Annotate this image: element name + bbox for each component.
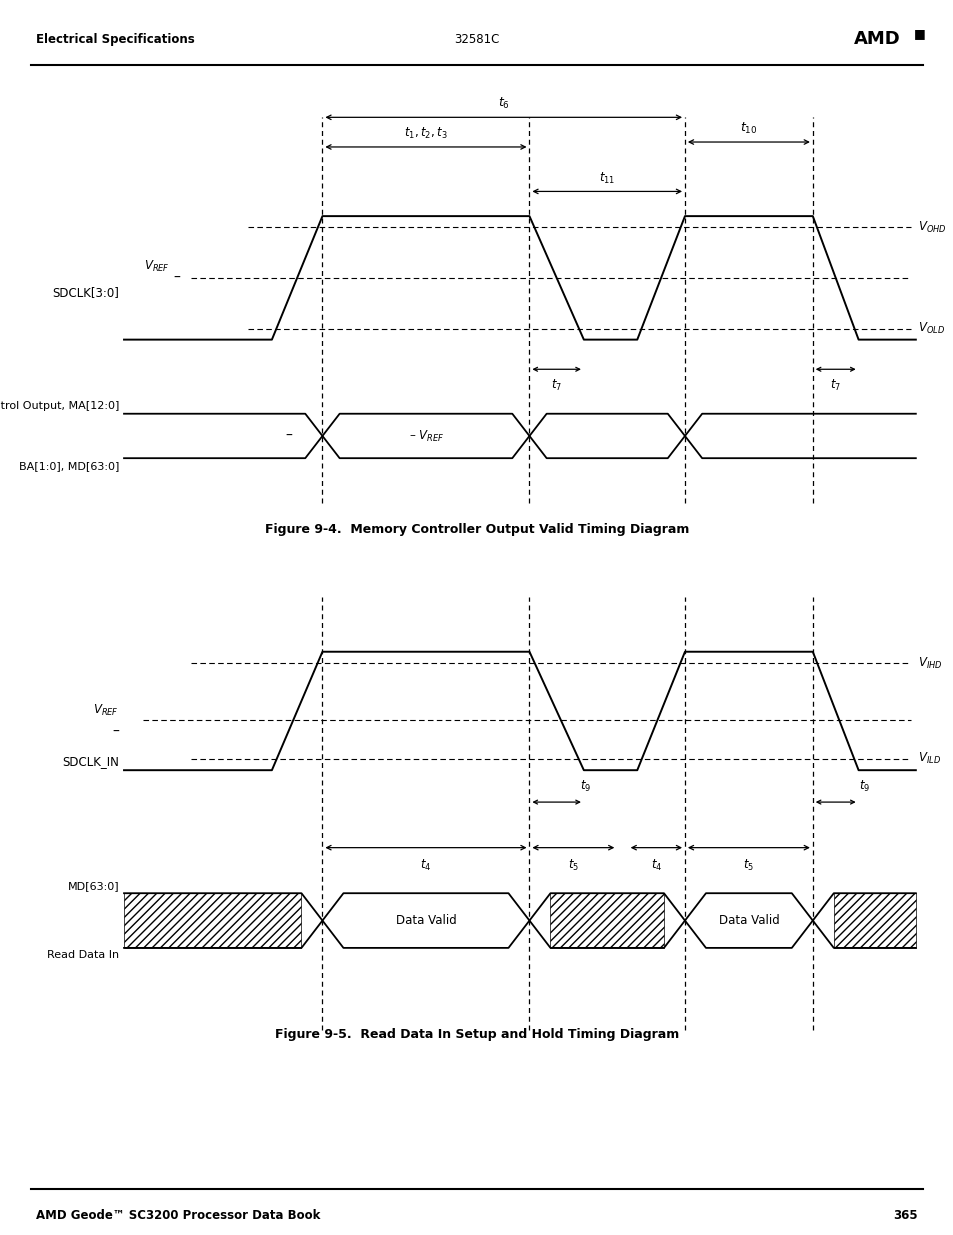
- Text: $t_{11}$: $t_{11}$: [598, 172, 615, 186]
- Text: –: –: [112, 725, 119, 739]
- Text: 32581C: 32581C: [454, 33, 499, 46]
- Text: $V_{ILD}$: $V_{ILD}$: [917, 751, 940, 767]
- Text: AMD: AMD: [853, 31, 900, 48]
- Text: $V_{OLD}$: $V_{OLD}$: [917, 321, 943, 336]
- Text: $t_6$: $t_6$: [497, 96, 509, 111]
- Text: 365: 365: [892, 1209, 917, 1221]
- Text: $t_{10}$: $t_{10}$: [740, 121, 757, 136]
- Text: Read Data In: Read Data In: [47, 950, 119, 960]
- Text: Data Valid: Data Valid: [395, 914, 456, 927]
- Text: $t_7$: $t_7$: [551, 378, 561, 393]
- Text: Data Valid: Data Valid: [718, 914, 779, 927]
- Text: $t_5$: $t_5$: [567, 857, 578, 873]
- Text: $V_{OHD}$: $V_{OHD}$: [917, 220, 945, 235]
- Text: AMD Geode™ SC3200 Processor Data Book: AMD Geode™ SC3200 Processor Data Book: [36, 1209, 320, 1221]
- Text: Control Output, MA[12:0]: Control Output, MA[12:0]: [0, 401, 119, 411]
- Text: MD[63:0]: MD[63:0]: [68, 881, 119, 890]
- Text: Electrical Specifications: Electrical Specifications: [36, 33, 194, 46]
- Text: $V_{REF}$: $V_{REF}$: [144, 259, 170, 274]
- Text: Figure 9-5.  Read Data In Setup and Hold Timing Diagram: Figure 9-5. Read Data In Setup and Hold …: [274, 1028, 679, 1041]
- Text: $t_7$: $t_7$: [829, 378, 841, 393]
- Text: $t_9$: $t_9$: [579, 779, 590, 794]
- Text: BA[1:0], MD[63:0]: BA[1:0], MD[63:0]: [19, 461, 119, 471]
- Text: $t_4$: $t_4$: [650, 857, 661, 873]
- Text: –: –: [285, 429, 293, 443]
- Text: $t_4$: $t_4$: [420, 857, 431, 873]
- Text: $t_1, t_2, t_3$: $t_1, t_2, t_3$: [404, 126, 447, 141]
- Text: SDCLK_IN: SDCLK_IN: [62, 755, 119, 768]
- Text: $V_{IHD}$: $V_{IHD}$: [917, 656, 942, 671]
- Text: ■: ■: [913, 27, 924, 41]
- Text: – $V_{REF}$: – $V_{REF}$: [408, 429, 444, 443]
- Text: –: –: [173, 270, 180, 285]
- Text: SDCLK[3:0]: SDCLK[3:0]: [52, 287, 119, 299]
- Text: $V_{REF}$: $V_{REF}$: [93, 703, 119, 718]
- Text: $t_9$: $t_9$: [858, 779, 869, 794]
- Text: Figure 9-4.  Memory Controller Output Valid Timing Diagram: Figure 9-4. Memory Controller Output Val…: [265, 524, 688, 536]
- Text: $t_5$: $t_5$: [742, 857, 754, 873]
